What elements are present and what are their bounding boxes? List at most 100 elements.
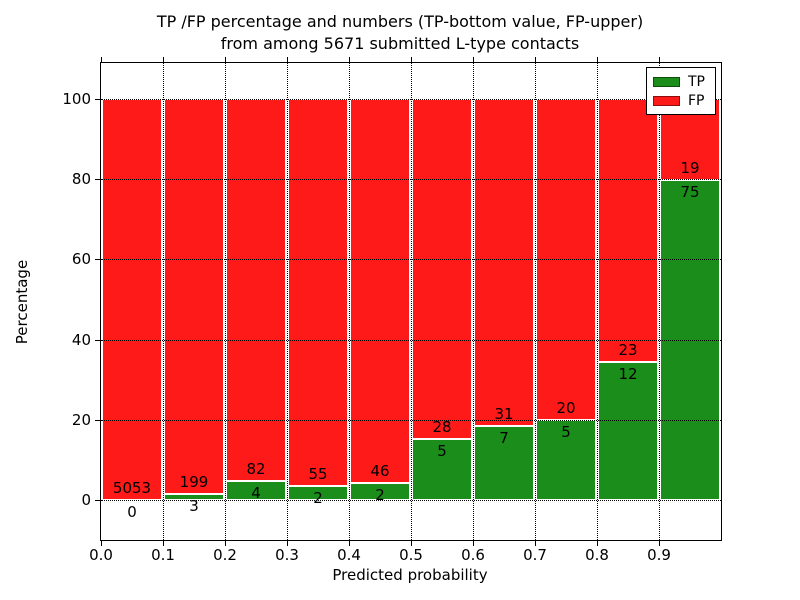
bar-label-fp: 5053: [112, 478, 152, 497]
bar-label-fp: 55: [308, 464, 328, 483]
bar-label-tp: 5: [561, 422, 571, 441]
bar-segment-tp: [474, 426, 534, 500]
y-tick: [95, 179, 100, 181]
bar-label-fp: 31: [494, 405, 514, 424]
y-tick-label: 40: [71, 330, 91, 349]
x-tick-top: [101, 57, 102, 62]
y-tick-label: 60: [71, 250, 91, 269]
gridline-vertical: [659, 63, 660, 540]
legend-entry-label: TP: [688, 73, 705, 90]
bar-label-fp: 19: [680, 159, 700, 178]
bar-label-fp: 82: [246, 460, 266, 479]
legend-entry: TP: [653, 72, 709, 91]
y-tick-label: 0: [81, 490, 91, 509]
bar-label-tp: 2: [313, 488, 323, 507]
bar-label-tp: 12: [618, 365, 638, 384]
bar-label-tp: 75: [680, 183, 700, 202]
x-tick-label: 0.2: [213, 546, 237, 564]
y-tick: [95, 419, 100, 421]
legend-entry-label: FP: [688, 92, 705, 109]
x-tick-top: [349, 57, 350, 62]
bar-segment-fp: [412, 99, 472, 440]
bar-label-tp: 0: [127, 502, 137, 521]
y-axis-label: Percentage: [13, 259, 31, 345]
x-tick: [287, 541, 288, 546]
bar-segment-fp: [288, 99, 348, 486]
x-tick: [597, 541, 598, 546]
bar-label-tp: 2: [375, 486, 385, 505]
bar-label-fp: 28: [432, 418, 452, 437]
gridline-vertical: [163, 63, 164, 540]
y-tick-label: 100: [62, 90, 91, 109]
gridline-vertical: [597, 63, 598, 540]
bar-segment-fp: [598, 99, 658, 363]
y-tick: [95, 339, 100, 341]
bar-segment-fp: [164, 99, 224, 494]
x-tick-top: [473, 57, 474, 62]
bar-segment-fp: [102, 99, 162, 500]
gridline-vertical: [349, 63, 350, 540]
bar-label-fp: 199: [179, 472, 209, 491]
x-tick-top: [597, 57, 598, 62]
gridline-vertical: [473, 63, 474, 540]
x-tick-top: [225, 57, 226, 62]
bar-segment-tp: [226, 481, 286, 500]
x-tick-top: [535, 57, 536, 62]
x-tick-label: 0.9: [647, 546, 671, 564]
plot-area: TP FP 5053 0 199 3 82 4 55 2 46 2 28 5 31 7 20 5 23 12 19 75…: [62, 57, 722, 564]
bar-segment-fp: [226, 99, 286, 482]
x-tick-label: 0.1: [151, 546, 175, 564]
bar-label-fp: 46: [370, 462, 390, 481]
x-tick-label: 0.4: [337, 546, 361, 564]
y-tick: [95, 259, 100, 261]
gridline-vertical: [411, 63, 412, 540]
x-tick: [535, 541, 536, 546]
bar-label-fp: 20: [556, 398, 576, 417]
bar-segment-tp: [536, 419, 596, 500]
x-axis-label: Predicted probability: [332, 566, 488, 584]
x-tick: [473, 541, 474, 546]
y-tick: [95, 499, 100, 501]
y-tick: [95, 99, 100, 101]
bar-segment-tp: [598, 362, 658, 500]
x-tick-top: [163, 57, 164, 62]
x-tick-top: [287, 57, 288, 62]
bar-label-tp: 7: [499, 429, 509, 448]
gridline-vertical: [287, 63, 288, 540]
chart-title-line1: TP /FP percentage and numbers (TP-bottom…: [156, 12, 644, 31]
y-tick-label: 20: [71, 410, 91, 429]
bar-label-fp: 23: [618, 341, 638, 360]
bar-label-tp: 5: [437, 442, 447, 461]
x-tick-label: 0.8: [585, 546, 609, 564]
legend-entry: FP: [653, 91, 709, 110]
gridline-vertical: [535, 63, 536, 540]
bar-segment-tp: [350, 483, 410, 500]
x-tick-top: [411, 57, 412, 62]
legend-swatch-icon: [653, 76, 680, 87]
gridline-vertical: [225, 63, 226, 540]
bar-segment-fp: [350, 99, 410, 484]
x-tick: [411, 541, 412, 546]
bar-segment-tp: [412, 439, 472, 500]
legend: TP FP: [646, 67, 716, 115]
x-tick-label: 0.6: [461, 546, 485, 564]
bar-segment-tp: [288, 485, 348, 500]
x-tick-label: 0.0: [89, 546, 113, 564]
y-tick-label: 80: [71, 170, 91, 189]
bar-label-tp: 4: [251, 484, 261, 503]
x-tick: [101, 541, 102, 546]
x-tick: [659, 541, 660, 546]
bar-segment-tp: [164, 493, 224, 500]
chart-title: TP /FP percentage and numbers (TP-bottom…: [0, 11, 800, 55]
bar-segment-fp: [536, 99, 596, 420]
x-tick: [163, 541, 164, 546]
x-tick-label: 0.7: [523, 546, 547, 564]
x-tick: [349, 541, 350, 546]
bar-label-tp: 3: [189, 496, 199, 515]
x-tick-label: 0.5: [399, 546, 423, 564]
x-tick-label: 0.3: [275, 546, 299, 564]
x-tick-top: [659, 57, 660, 62]
legend-swatch-icon: [653, 95, 680, 106]
chart-title-line2: from among 5671 submitted L-type contact…: [220, 34, 580, 53]
